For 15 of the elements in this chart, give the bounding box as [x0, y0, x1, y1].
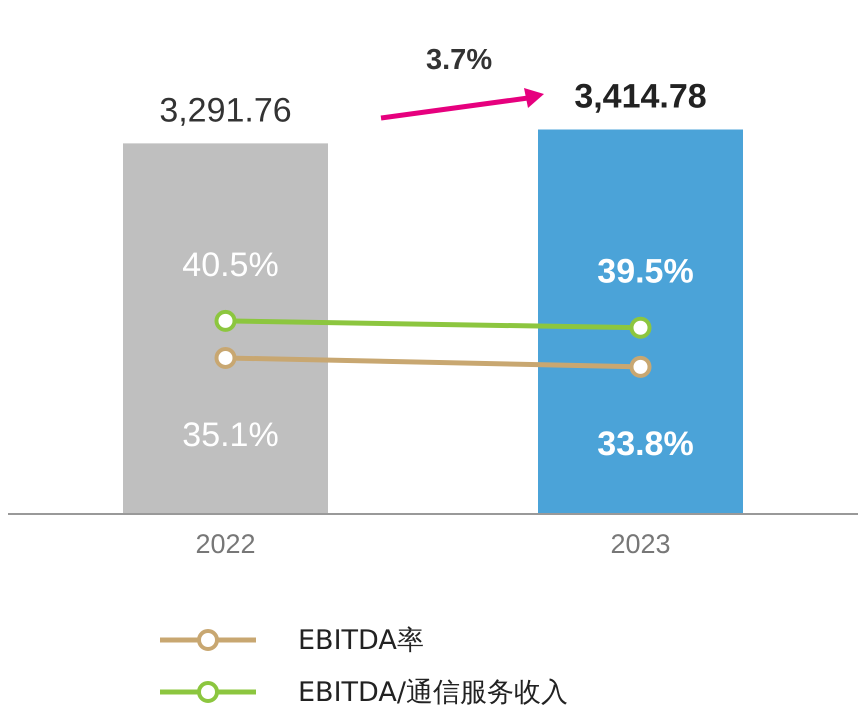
point: [630, 356, 652, 378]
legend-label: EBITDA/通信服务收入: [298, 676, 568, 710]
data-label: 35.1%: [182, 416, 279, 454]
data-label: 3,414.78: [574, 78, 707, 116]
x-tick-label: 2023: [610, 529, 671, 560]
x-tick-label: 2022: [195, 529, 256, 560]
data-label: 33.8%: [597, 424, 694, 463]
data-label: 39.5%: [597, 252, 694, 291]
data-label: 3,291.76: [159, 91, 292, 130]
legend-label: EBITDA率: [298, 624, 424, 658]
point: [214, 346, 236, 369]
point: [630, 316, 652, 339]
point: [214, 310, 236, 332]
data-label: 40.5%: [182, 246, 279, 284]
text: 3.7%: [426, 44, 492, 77]
